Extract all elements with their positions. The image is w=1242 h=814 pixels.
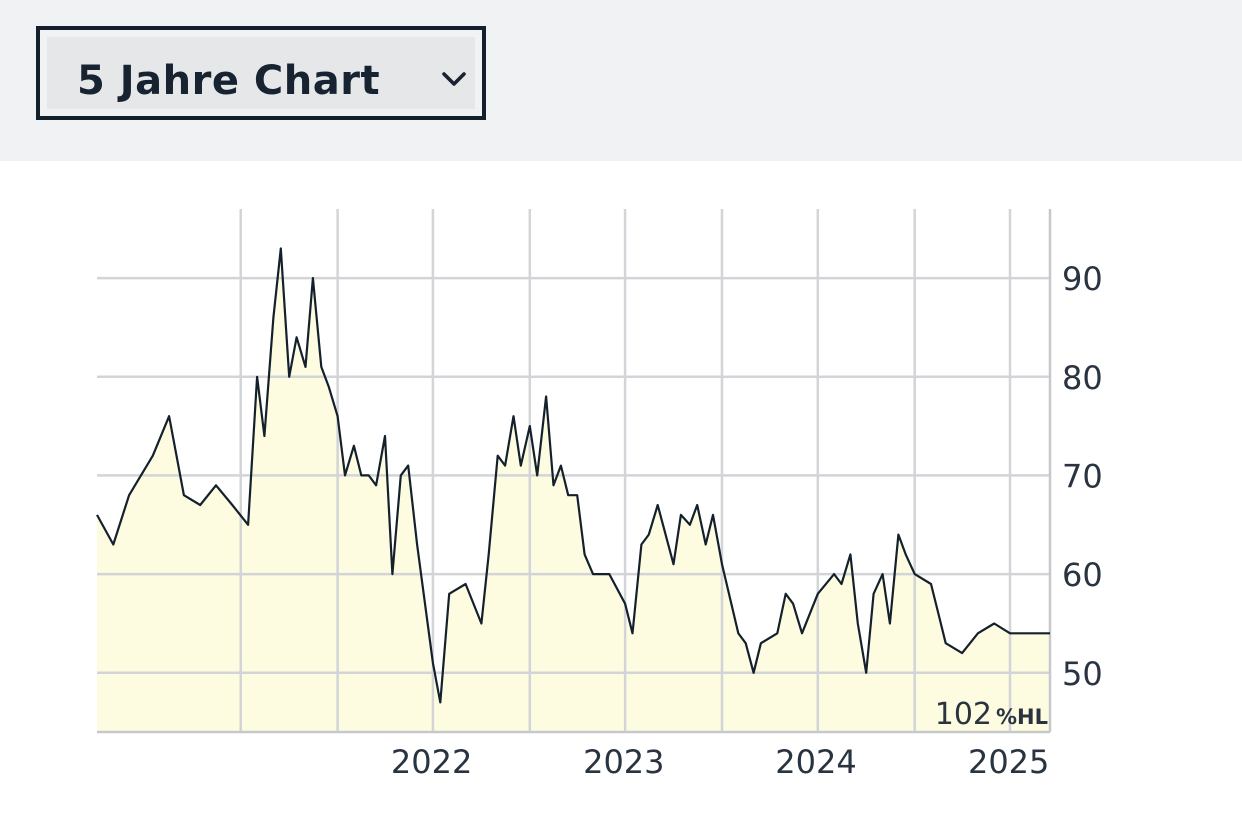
y-tick-label: 70 <box>1062 457 1103 495</box>
annotation-value: 102 <box>935 697 992 732</box>
y-tick-label: 50 <box>1062 655 1103 693</box>
y-tick-label: 80 <box>1062 359 1103 397</box>
x-tick-label: 2025 <box>968 743 1049 781</box>
price-chart: 50 60 70 80 90 2022 2023 2024 2025 102 %HL <box>96 209 1103 781</box>
x-tick-label: 2023 <box>583 743 664 781</box>
x-tick-label: 2022 <box>391 743 472 781</box>
y-tick-label: 90 <box>1062 260 1103 298</box>
chart-annotation: 102 %HL <box>935 697 1048 732</box>
x-tick-label: 2024 <box>775 743 856 781</box>
chart-area: 50 60 70 80 90 2022 2023 2024 2025 102 %HL <box>0 161 1242 810</box>
y-tick-label: 60 <box>1062 556 1103 594</box>
top-bar: 5 Jahre Chart <box>0 0 1242 161</box>
series-line <box>96 247 1050 704</box>
chevron-down-icon[interactable] <box>441 71 467 87</box>
period-dropdown[interactable]: 5 Jahre Chart <box>36 26 486 120</box>
dropdown-label: 5 Jahre Chart <box>77 58 381 104</box>
annotation-unit: %HL <box>996 705 1048 729</box>
dropdown-face[interactable]: 5 Jahre Chart <box>47 37 475 109</box>
